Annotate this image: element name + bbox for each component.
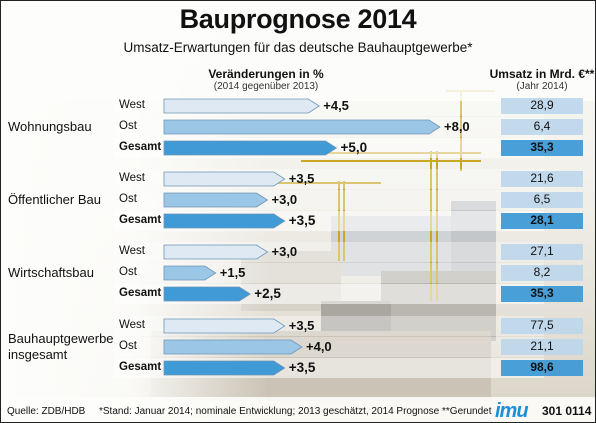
change-value-label: +3,5 — [288, 360, 316, 375]
row-label: Gesamt — [119, 361, 162, 373]
row-label: Ost — [119, 120, 137, 132]
group-label: Wirtschaftsbau — [8, 265, 94, 280]
group-label: Wohnungsbau — [8, 119, 92, 134]
chart-subtitle: Umsatz-Erwartungen für das deutsche Bauh… — [123, 40, 473, 55]
row-label: West — [119, 172, 145, 184]
umsatz-box — [501, 360, 583, 376]
row-label: Ost — [119, 340, 137, 352]
change-column-subheader: (2014 gegenüber 2013) — [213, 81, 319, 92]
umsatz-box — [501, 339, 583, 355]
change-bar — [163, 339, 303, 355]
row-band — [114, 263, 544, 283]
umsatz-value: 28,1 — [530, 213, 554, 227]
change-bar — [163, 360, 286, 376]
graphic-code: 301 0114 — [542, 404, 592, 418]
change-value-label: +2,5 — [254, 286, 281, 301]
umsatz-value: 6,4 — [533, 119, 551, 133]
change-column-header: Veränderungen in % — [208, 67, 324, 81]
footnote: *Stand: Januar 2014; nominale Entwicklun… — [99, 406, 492, 417]
umsatz-value: 27,1 — [530, 244, 554, 258]
umsatz-box — [501, 265, 583, 281]
umsatz-box — [501, 244, 583, 260]
group-label: Bauhauptgewerbe insgesamt — [8, 331, 114, 362]
row-label: West — [119, 319, 145, 331]
change-value-label: +4,0 — [306, 339, 332, 354]
chart-title: Bauprognose 2014 — [179, 4, 417, 34]
change-bar — [163, 171, 286, 187]
change-value-label: +8,0 — [444, 119, 470, 134]
row-label: West — [119, 99, 145, 111]
umsatz-box — [501, 192, 583, 208]
row-label: Ost — [119, 193, 137, 205]
umsatz-value: 28,9 — [530, 98, 554, 112]
row-label: Ost — [119, 266, 137, 278]
umsatz-box — [501, 286, 583, 302]
change-value-label: +3,5 — [288, 318, 315, 333]
umsatz-box — [501, 119, 583, 135]
umsatz-value: 98,6 — [530, 360, 554, 374]
group-label: Öffentlicher Bau — [8, 192, 101, 207]
change-bar — [163, 192, 269, 208]
umsatz-value: 77,5 — [530, 318, 554, 332]
row-label: Gesamt — [119, 141, 162, 153]
change-bar — [163, 98, 320, 114]
change-bar — [163, 265, 217, 281]
change-bar — [163, 286, 251, 302]
umsatz-box — [501, 213, 583, 229]
umsatz-value: 35,3 — [530, 140, 554, 154]
change-value-label: +3,0 — [271, 192, 298, 207]
umsatz-value: 21,1 — [530, 339, 554, 353]
change-value-label: +3,5 — [288, 171, 315, 186]
umsatz-box — [501, 318, 583, 334]
row-label: Gesamt — [119, 214, 162, 226]
umsatz-column-subheader: (Jahr 2014) — [516, 81, 568, 92]
imu-logo: imu — [495, 400, 529, 422]
source-note: Quelle: ZDB/HDB — [7, 406, 86, 417]
umsatz-value: 8,2 — [533, 265, 551, 279]
row-label: West — [119, 245, 145, 257]
change-value-label: +3,5 — [288, 213, 316, 228]
umsatz-value: 21,6 — [530, 171, 554, 185]
change-value-label: +3,0 — [271, 244, 298, 259]
change-value-label: +5,0 — [340, 140, 368, 155]
umsatz-value: 35,3 — [530, 286, 554, 300]
umsatz-box — [501, 171, 583, 187]
change-value-label: +1,5 — [219, 265, 246, 280]
umsatz-box — [501, 98, 583, 114]
row-label: Gesamt — [119, 287, 162, 299]
change-bar — [163, 318, 286, 334]
change-bar — [163, 140, 338, 156]
change-bar — [163, 119, 441, 135]
change-bar — [163, 244, 269, 260]
umsatz-box — [501, 140, 583, 156]
change-bar — [163, 213, 286, 229]
umsatz-column-header: Umsatz in Mrd. €** — [489, 67, 595, 81]
umsatz-value: 6,5 — [533, 192, 551, 206]
change-value-label: +4,5 — [323, 98, 349, 113]
